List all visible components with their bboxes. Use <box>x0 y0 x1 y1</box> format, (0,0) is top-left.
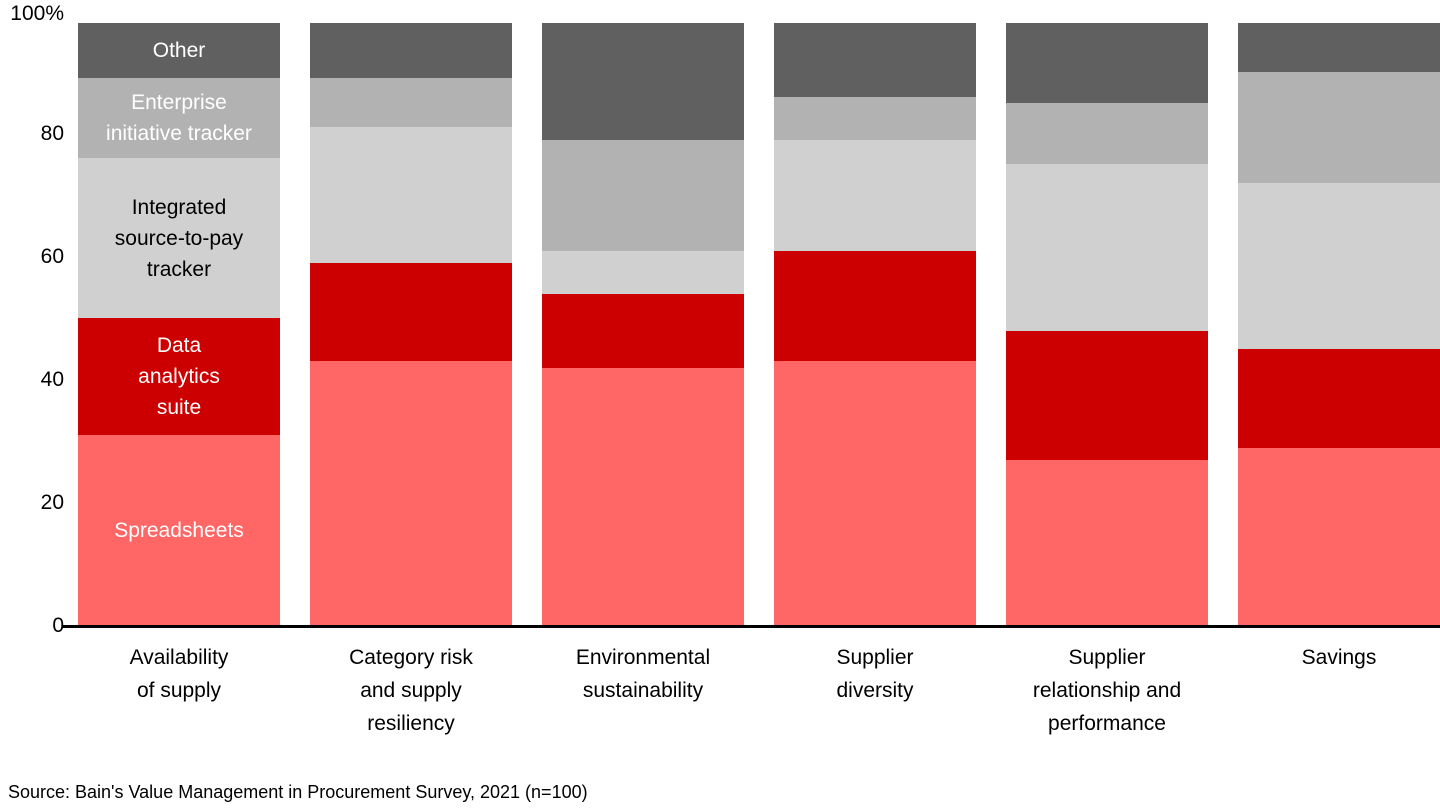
x-label-line: Supplier <box>1068 646 1146 669</box>
bar-supplier-relationship-and-performance <box>1006 22 1208 626</box>
segment-integrated-source-to-pay-tracker <box>1006 164 1208 331</box>
segment-spreadsheets <box>542 367 744 626</box>
series-label-integrated-source-to-pay-tracker: Integrated source-to-pay tracker <box>115 192 243 285</box>
segment-enterprise-initiative-tracker <box>542 139 744 251</box>
segment-other <box>1238 22 1440 73</box>
series-label-line: suite <box>156 396 202 420</box>
segment-integrated-source-to-pay-tracker <box>1238 182 1440 350</box>
series-label-line: tracker <box>146 257 212 281</box>
bar-supplier-diversity <box>774 22 976 626</box>
segment-spreadsheets <box>774 361 976 626</box>
segment-spreadsheets <box>310 361 512 626</box>
bar-savings <box>1238 22 1440 626</box>
x-label-line: Supplier <box>836 646 914 669</box>
segment-integrated-source-to-pay-tracker <box>310 127 512 263</box>
segment-other <box>542 22 744 140</box>
series-label-line: Data <box>156 334 202 358</box>
x-label-line: Environmental <box>575 646 711 669</box>
x-label-line: resiliency <box>367 712 455 735</box>
segment-data-analytics-suite <box>542 293 744 368</box>
segment-other: Other <box>78 22 280 79</box>
segment-spreadsheets: Spreadsheets <box>78 435 280 626</box>
segment-data-analytics-suite <box>774 250 976 362</box>
segment-data-analytics-suite <box>310 262 512 362</box>
bar-availability-of-supply: Spreadsheets Data analytics suite Integrated… <box>78 22 280 626</box>
segment-spreadsheets <box>1006 459 1208 626</box>
series-label-spreadsheets: Spreadsheets <box>114 515 244 546</box>
series-label-line: source-to-pay <box>114 226 244 250</box>
segment-data-analytics-suite <box>1238 349 1440 448</box>
x-axis-labels: Availability of supply Category risk and su… <box>78 641 1440 740</box>
segment-enterprise-initiative-tracker <box>774 96 976 140</box>
x-label-savings: Savings <box>1238 641 1440 740</box>
x-label-line: of supply <box>136 679 222 702</box>
y-tick-20: 20 <box>40 490 64 514</box>
series-label-line: Spreadsheets <box>114 519 244 543</box>
x-label-line: Availability <box>129 646 229 669</box>
segment-integrated-source-to-pay-tracker <box>774 139 976 251</box>
series-label-line: Integrated <box>131 195 227 219</box>
x-label-supplier-relationship-and-performance: Supplier relationship and performance <box>1006 641 1208 740</box>
segment-other <box>310 22 512 79</box>
segment-enterprise-initiative-tracker <box>310 78 512 128</box>
segment-integrated-source-to-pay-tracker <box>542 250 744 294</box>
series-label-line: Enterprise <box>131 91 227 115</box>
segment-data-analytics-suite: Data analytics suite <box>78 318 280 436</box>
segment-other <box>774 22 976 97</box>
segment-integrated-source-to-pay-tracker: Integrated source-to-pay tracker <box>78 158 280 319</box>
series-label-other: Other <box>153 35 206 66</box>
x-label-line: performance <box>1048 712 1166 735</box>
y-tick-100: 100% <box>10 2 64 25</box>
y-tick-80: 80 <box>40 121 64 145</box>
segment-enterprise-initiative-tracker: Enterprise initiative tracker <box>78 78 280 159</box>
series-label-line: analytics <box>138 365 220 389</box>
x-label-line: Savings <box>1301 646 1377 669</box>
segment-spreadsheets <box>1238 447 1440 626</box>
x-label-line: and supply <box>360 679 462 702</box>
segment-enterprise-initiative-tracker <box>1006 102 1208 165</box>
x-label-line: Category risk <box>349 646 473 669</box>
x-label-line: relationship and <box>1032 679 1182 702</box>
bar-environmental-sustainability <box>542 22 744 626</box>
series-label-line: initiative tracker <box>106 122 252 146</box>
bar-category-risk-and-supply-resiliency <box>310 22 512 626</box>
x-label-line: diversity <box>836 679 914 702</box>
segment-enterprise-initiative-tracker <box>1238 72 1440 183</box>
x-label-availability-of-supply: Availability of supply <box>78 641 280 740</box>
y-tick-0: 0 <box>52 614 64 637</box>
x-label-supplier-diversity: Supplier diversity <box>774 641 976 740</box>
segment-data-analytics-suite <box>1006 330 1208 460</box>
x-label-line: sustainability <box>582 679 704 702</box>
segment-other <box>1006 22 1208 103</box>
plot-area: Spreadsheets Data analytics suite Integrated… <box>78 0 1440 626</box>
x-label-environmental-sustainability: Environmental sustainability <box>542 641 744 740</box>
y-tick-40: 40 <box>40 367 64 391</box>
x-label-category-risk-and-supply-resiliency: Category risk and supply resiliency <box>310 641 512 740</box>
series-label-line: Other <box>152 39 206 63</box>
series-label-enterprise-initiative-tracker: Enterprise initiative tracker <box>106 87 252 149</box>
y-axis: 0 20 40 60 80 100% <box>0 0 64 637</box>
y-tick-60: 60 <box>40 244 64 268</box>
x-axis-line <box>62 625 1440 628</box>
series-label-data-analytics-suite: Data analytics suite <box>138 330 220 423</box>
source-note: Source: Bain's Value Management in Procu… <box>8 782 588 802</box>
